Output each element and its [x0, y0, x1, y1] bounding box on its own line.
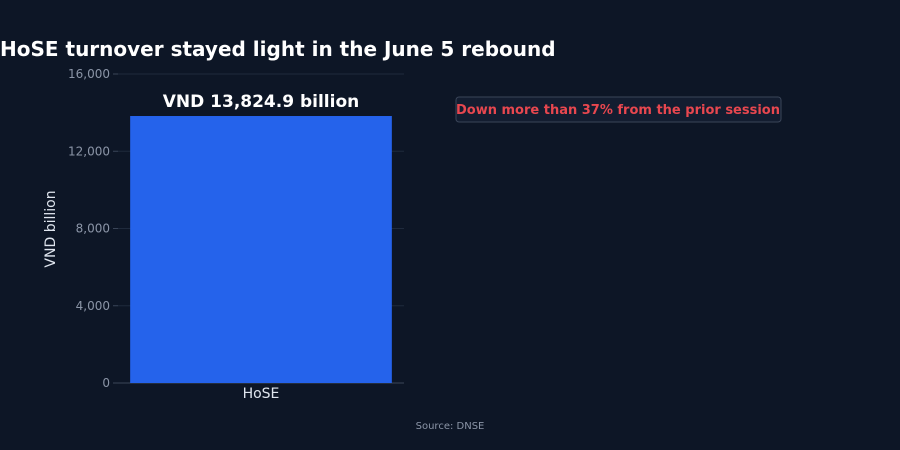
bars	[130, 116, 392, 383]
annotation: Down more than 37% from the prior sessio…	[455, 96, 782, 123]
y-tick-label: 8,000	[76, 222, 110, 236]
annotation-text: Down more than 37% from the prior sessio…	[456, 103, 780, 118]
chart-title: HoSE turnover stayed light in the June 5…	[0, 37, 556, 61]
y-axis-ticks: 0 4,000 8,000 12,000 16,000	[68, 67, 118, 390]
y-tick-label: 16,000	[68, 67, 110, 81]
source-note: Source: DNSE	[416, 421, 485, 432]
y-tick-label: 12,000	[68, 144, 110, 158]
bar-value-label: VND 13,824.9 billion	[163, 92, 359, 112]
y-axis-title: VND billion	[43, 190, 59, 267]
bar-labels: VND 13,824.9 billion HoSE	[163, 92, 359, 402]
bar-hose[interactable]	[130, 116, 392, 383]
annotation-box	[455, 96, 782, 123]
x-category-label: HoSE	[243, 386, 280, 402]
y-tick-label: 0	[102, 376, 110, 390]
y-tick-label: 4,000	[76, 299, 110, 313]
